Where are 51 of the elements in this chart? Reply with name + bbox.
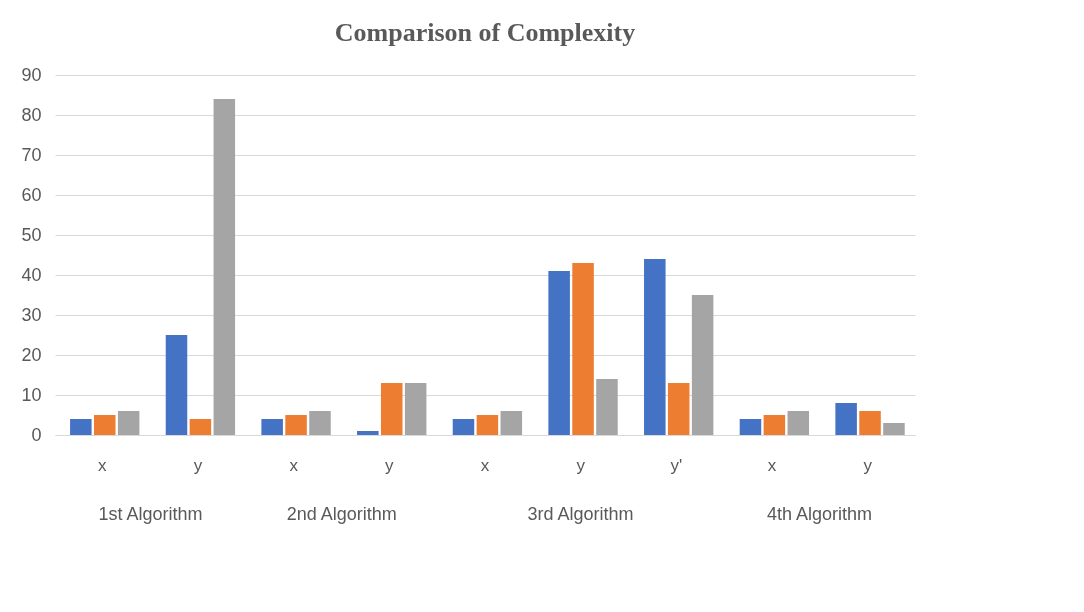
bar (285, 415, 307, 435)
bar (404, 383, 427, 435)
bar (93, 415, 116, 435)
bar (213, 99, 236, 435)
y-tick-label: 80 (21, 104, 42, 125)
bar (309, 411, 331, 435)
y-tick-label: 90 (21, 64, 42, 85)
text: 3rd Algorithm (527, 504, 634, 524)
bar (380, 383, 403, 435)
bar (452, 419, 475, 435)
bar (596, 379, 618, 435)
bar (835, 403, 857, 435)
text: 2nd Algorithm (286, 504, 397, 524)
x-tick-label: y (193, 455, 203, 475)
x-tick-label: x (480, 455, 490, 475)
y-tick-label: 30 (21, 304, 42, 325)
y-tick-label: 20 (21, 344, 42, 365)
bar (476, 415, 499, 435)
x-tick-label: x (767, 455, 777, 475)
bar (691, 295, 714, 435)
bar (117, 411, 140, 435)
x-tick-label: x (289, 455, 299, 475)
y-tick-label: 70 (21, 144, 42, 165)
x-tick-label: y (863, 455, 873, 475)
x-tick-label: x (98, 455, 108, 475)
y-tick-label: 60 (21, 184, 42, 205)
bar (859, 411, 881, 435)
y-tick-label: 40 (21, 264, 42, 285)
bar (165, 335, 188, 435)
x-tick-label: y (385, 455, 395, 475)
bar (644, 259, 666, 435)
x-tick-label: y (576, 455, 586, 475)
text: 4th Algorithm (766, 504, 872, 524)
bar (500, 411, 523, 435)
bar (357, 431, 379, 435)
y-tick-label: 10 (21, 384, 42, 405)
chart-title: Comparison of Complexity (334, 18, 636, 47)
y-tick-label: 50 (21, 224, 42, 245)
bar (787, 411, 810, 435)
x-tick-label: y' (670, 455, 683, 475)
bar (189, 419, 212, 435)
bar (883, 423, 905, 435)
bar (739, 419, 762, 435)
bar (763, 415, 786, 435)
bar (70, 419, 92, 435)
y-tick-label: 0 (31, 424, 42, 445)
text: 1st Algorithm (98, 504, 203, 524)
bar (572, 263, 594, 435)
bar (261, 419, 283, 435)
bar (548, 271, 570, 435)
bar (667, 383, 690, 435)
